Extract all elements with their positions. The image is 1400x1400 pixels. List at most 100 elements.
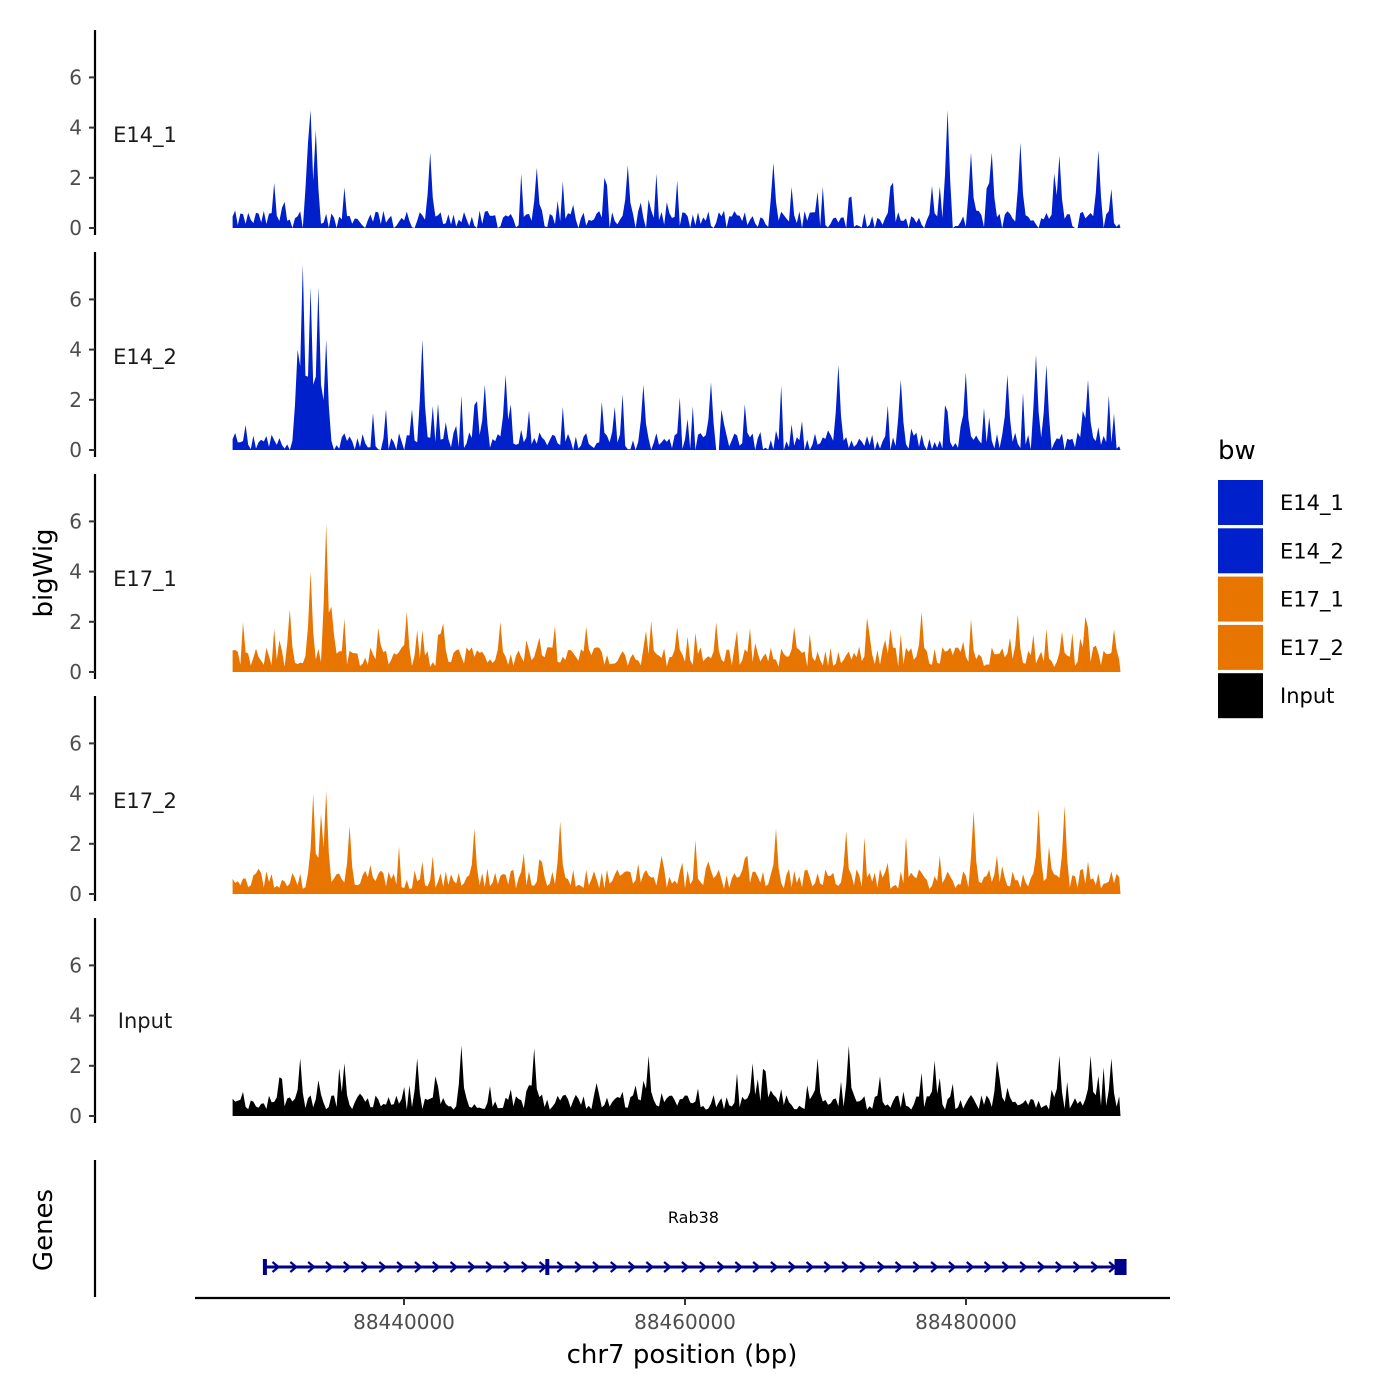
y-tick-label: 0: [69, 216, 82, 240]
strand-arrow-icon: [752, 1261, 761, 1273]
y-axis-title: bigWig: [29, 528, 59, 617]
strand-arrow-icon: [859, 1261, 868, 1273]
strand-arrow-icon: [930, 1261, 939, 1273]
y-tick-label: 0: [69, 660, 82, 684]
legend-swatch-E17_1: [1218, 576, 1263, 622]
strand-arrow-icon: [894, 1261, 904, 1273]
y-tick-label: 6: [69, 953, 82, 977]
track-label-E17_2: E17_2: [113, 789, 177, 814]
strand-arrow-icon: [681, 1261, 690, 1273]
signal-area-E17_2: [232, 791, 1121, 894]
strand-arrow-icon: [1019, 1261, 1028, 1273]
strand-arrow-icon: [431, 1261, 441, 1273]
y-tick-label: 4: [69, 1004, 82, 1028]
x-tick-label: 88460000: [634, 1310, 736, 1334]
strand-arrow-icon: [983, 1261, 993, 1273]
y-tick-label: 4: [69, 782, 82, 806]
strand-arrow-icon: [912, 1261, 922, 1273]
track-label-E14_1: E14_1: [113, 123, 177, 148]
strand-arrow-icon: [342, 1261, 352, 1273]
strand-arrow-icon: [734, 1261, 744, 1273]
strand-arrow-icon: [1001, 1261, 1011, 1273]
strand-arrow-icon: [360, 1261, 370, 1273]
track-panel-E17_1: 0 2 4 6 E17_1: [69, 474, 1121, 684]
strand-arrow-icon: [645, 1261, 655, 1273]
strand-arrow-icon: [1037, 1261, 1046, 1273]
y-tick-label: 4: [69, 338, 82, 362]
x-axis-title: chr7 position (bp): [567, 1340, 798, 1370]
legend-label-E17_1: E17_1: [1280, 588, 1344, 613]
strand-arrow-icon: [307, 1261, 316, 1273]
strand-arrow-icon: [325, 1261, 334, 1273]
track-panel-E14_1: 0 2 4 6 E14_1: [69, 30, 1121, 240]
strand-arrow-icon: [1054, 1261, 1064, 1273]
strand-arrow-icon: [663, 1261, 672, 1273]
track-label-E17_1: E17_1: [113, 567, 177, 592]
strand-arrow-icon: [823, 1261, 833, 1273]
strand-arrow-icon: [787, 1261, 797, 1273]
legend: bw E14_1 E14_2 E17_1 E17_2 Input: [1218, 436, 1344, 719]
track-label-Input: Input: [118, 1009, 172, 1033]
y-tick-label: 6: [69, 287, 82, 311]
signal-area-E14_1: [232, 110, 1121, 228]
strand-arrow-icon: [556, 1261, 566, 1273]
x-axis: 88440000 88460000 88480000: [195, 1296, 1170, 1334]
strand-arrow-icon: [770, 1261, 779, 1273]
strand-arrow-icon: [520, 1261, 530, 1273]
y-tick-label: 2: [69, 832, 82, 856]
gene-track: Rab38: [93, 1160, 1127, 1297]
track-label-E14_2: E14_2: [113, 345, 177, 370]
y-tick-label: 2: [69, 1054, 82, 1078]
legend-swatch-E17_2: [1218, 624, 1263, 670]
gene-exon: [545, 1259, 550, 1275]
strand-arrow-icon: [627, 1261, 637, 1273]
strand-arrow-icon: [876, 1261, 886, 1273]
signal-area-E17_1: [232, 523, 1121, 672]
signal-area-E14_2: [232, 264, 1121, 450]
genes-axis-title: Genes: [29, 1189, 59, 1271]
tracks-layer: 0 2 4 6 E14_1 0 2 4 6 E14_2 0 2 4 6 E17_1 0 2 4 6 E17_2 0 2 4 6…: [69, 30, 1121, 1128]
track-panel-E17_2: 0 2 4 6 E17_2: [69, 696, 1121, 906]
y-tick-label: 0: [69, 438, 82, 462]
strand-arrow-icon: [289, 1261, 299, 1273]
y-tick-label: 2: [69, 610, 82, 634]
strand-arrow-icon: [271, 1261, 281, 1273]
strand-arrow-icon: [609, 1261, 619, 1273]
y-tick-label: 0: [69, 1104, 82, 1128]
strand-arrow-icon: [414, 1261, 423, 1273]
y-tick-label: 6: [69, 731, 82, 755]
strand-arrow-icon: [965, 1261, 975, 1273]
strand-arrow-icon: [485, 1261, 494, 1273]
strand-arrow-icon: [716, 1261, 726, 1273]
signal-area-Input: [232, 1045, 1121, 1116]
legend-title: bw: [1218, 436, 1256, 466]
legend-label-Input: Input: [1280, 684, 1334, 708]
legend-swatch-E14_2: [1218, 528, 1263, 574]
y-tick-label: 2: [69, 166, 82, 190]
strand-arrow-icon: [1090, 1261, 1100, 1273]
legend-label-E17_2: E17_2: [1280, 636, 1344, 661]
strand-arrow-icon: [449, 1261, 459, 1273]
strand-arrow-icon: [1072, 1261, 1082, 1273]
track-panel-Input: 0 2 4 6 Input: [69, 918, 1121, 1128]
strand-arrow-icon: [592, 1261, 601, 1273]
x-tick-label: 88440000: [353, 1310, 455, 1334]
legend-swatch-E14_1: [1218, 480, 1263, 525]
strand-arrow-icon: [805, 1261, 815, 1273]
strand-arrow-icon: [574, 1261, 583, 1273]
y-tick-label: 0: [69, 882, 82, 906]
y-tick-label: 4: [69, 116, 82, 140]
strand-arrow-icon: [503, 1261, 512, 1273]
gene-exon: [262, 1259, 267, 1275]
strand-arrow-icon: [698, 1261, 708, 1273]
legend-label-E14_1: E14_1: [1280, 491, 1344, 516]
legend-swatch-Input: [1218, 673, 1263, 719]
strand-arrow-icon: [378, 1261, 388, 1273]
strand-arrow-icon: [467, 1261, 477, 1273]
gene-name-label: Rab38: [668, 1208, 719, 1227]
y-tick-label: 6: [69, 509, 82, 533]
y-tick-label: 6: [69, 65, 82, 89]
strand-arrow-icon: [396, 1261, 405, 1273]
strand-arrow-icon: [841, 1261, 850, 1273]
legend-label-E14_2: E14_2: [1280, 539, 1344, 564]
